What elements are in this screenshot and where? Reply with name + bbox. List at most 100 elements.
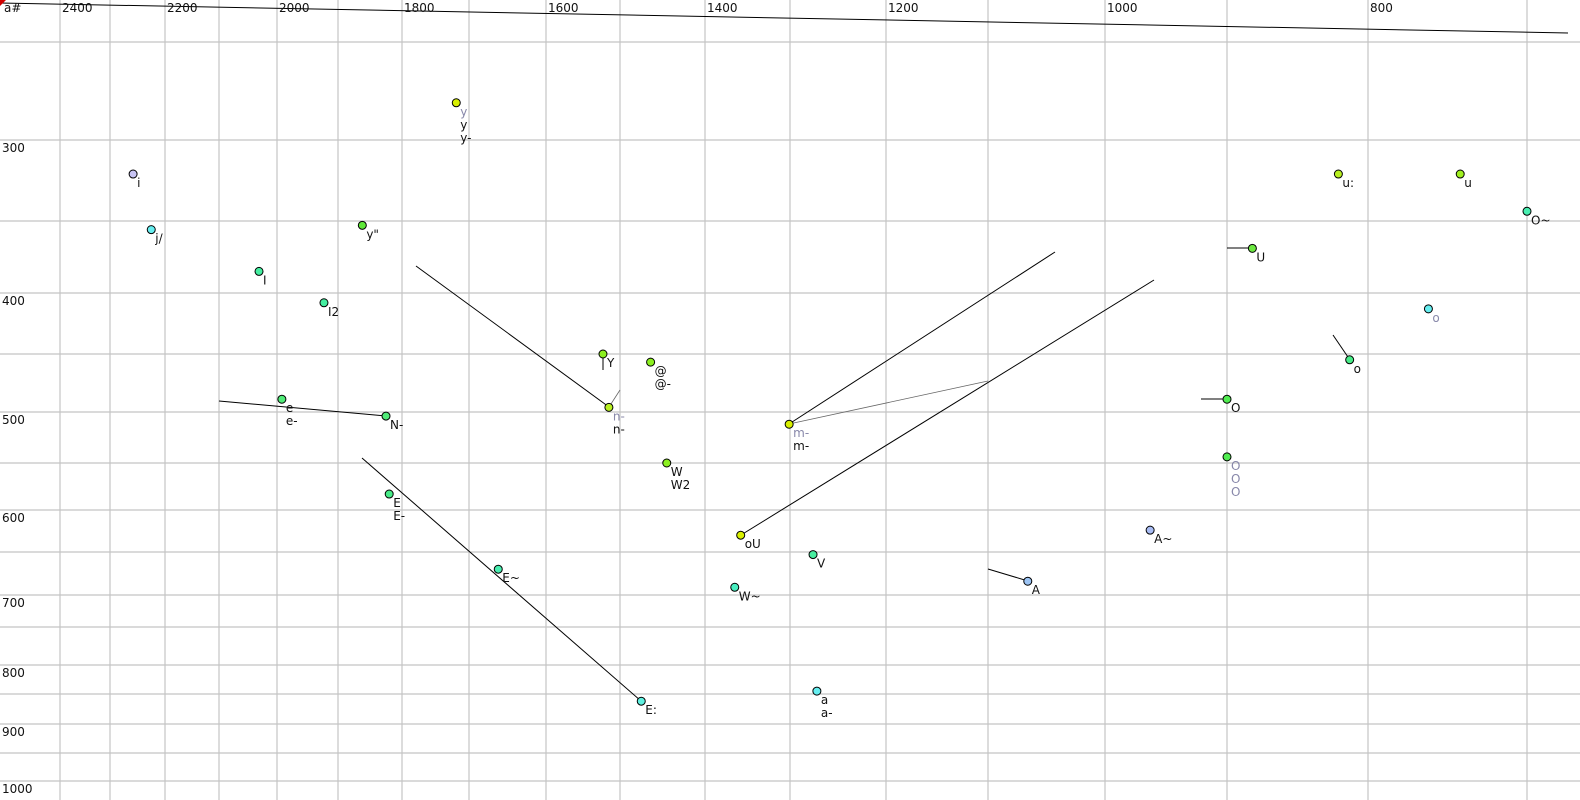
point-marker bbox=[493, 564, 503, 574]
vowel-point: yyy- bbox=[451, 98, 472, 145]
point-marker bbox=[598, 349, 608, 359]
point-label: E bbox=[393, 496, 401, 510]
point-marker bbox=[277, 394, 287, 404]
vowel-point: Y bbox=[598, 349, 615, 370]
trajectory-line bbox=[788, 380, 989, 425]
vowel-point: E~ bbox=[493, 564, 520, 585]
point-label: O bbox=[1231, 401, 1240, 415]
point-label: O~ bbox=[1531, 213, 1551, 227]
y-tick-label: 1000 bbox=[2, 782, 33, 796]
point-marker bbox=[1455, 169, 1465, 179]
x-tick-label: 800 bbox=[1370, 1, 1393, 15]
point-label: j/ bbox=[154, 232, 163, 246]
vowel-point: I bbox=[254, 266, 267, 287]
point-label: oU bbox=[745, 537, 761, 551]
y-tick-label: 600 bbox=[2, 511, 25, 525]
vowel-point: A~ bbox=[1145, 525, 1172, 546]
point-label: o bbox=[1432, 311, 1439, 325]
vowel-point: ee- bbox=[277, 394, 298, 428]
point-label: n- bbox=[613, 409, 625, 423]
point-label: e- bbox=[286, 414, 298, 428]
point-marker bbox=[451, 98, 461, 108]
vowel-point: U bbox=[1247, 243, 1265, 264]
point-marker bbox=[1333, 169, 1343, 179]
vowel-point: j/ bbox=[146, 225, 164, 246]
x-tick-label: 1000 bbox=[1107, 1, 1138, 15]
point-label: @- bbox=[655, 377, 671, 391]
point-label: u bbox=[1464, 176, 1472, 190]
corner-marker bbox=[0, 0, 6, 6]
vowel-point: m-m- bbox=[784, 419, 809, 453]
point-marker bbox=[381, 411, 391, 421]
point-marker bbox=[736, 530, 746, 540]
point-label: W bbox=[671, 465, 683, 479]
y-tick-label: 900 bbox=[2, 725, 25, 739]
trajectory-line bbox=[218, 400, 387, 417]
point-label: A~ bbox=[1154, 532, 1172, 546]
point-label: O bbox=[1231, 485, 1240, 499]
vowel-point: y" bbox=[357, 220, 379, 241]
trajectory-line bbox=[361, 457, 642, 702]
point-label: A bbox=[1032, 583, 1041, 597]
x-tick-label: 2200 bbox=[167, 1, 198, 15]
point-marker bbox=[1222, 394, 1232, 404]
vowel-point: i bbox=[128, 169, 140, 190]
vowel-point: @@- bbox=[646, 357, 671, 391]
point-label: I bbox=[263, 273, 267, 287]
point-label: V bbox=[817, 557, 826, 571]
vowel-point: o bbox=[1423, 304, 1440, 325]
x-tick-label: 2400 bbox=[62, 1, 93, 15]
vowel-point: o bbox=[1345, 355, 1361, 376]
point-label: y bbox=[460, 105, 467, 119]
point-marker bbox=[254, 266, 264, 276]
point-marker bbox=[604, 402, 614, 412]
x-tick-label: 1400 bbox=[707, 1, 738, 15]
vowel-point: N- bbox=[381, 411, 403, 432]
point-label: E~ bbox=[502, 571, 520, 585]
point-marker bbox=[1222, 452, 1232, 462]
x-tick-label: 2000 bbox=[279, 1, 310, 15]
vowel-point: EE- bbox=[384, 489, 405, 523]
x-tick-label: 1200 bbox=[888, 1, 919, 15]
tick-labels: 2400 2200 2000 1800 1600 1400 1200 1000 800 300 40… bbox=[2, 1, 1393, 796]
point-label: Y bbox=[606, 356, 615, 370]
point-marker bbox=[357, 220, 367, 230]
y-tick-label: 500 bbox=[2, 413, 25, 427]
point-label: N- bbox=[390, 418, 403, 432]
trajectory-line bbox=[740, 279, 1155, 536]
vowel-point: E: bbox=[636, 696, 657, 717]
point-label: W2 bbox=[671, 478, 691, 492]
point-marker bbox=[808, 550, 818, 560]
vowel-point: A bbox=[1023, 576, 1041, 597]
y-tick-label: 800 bbox=[2, 666, 25, 680]
point-marker bbox=[812, 686, 822, 696]
point-label: W~ bbox=[739, 589, 761, 603]
point-marker bbox=[784, 419, 794, 429]
point-marker bbox=[146, 225, 156, 235]
trajectory-line bbox=[987, 568, 1029, 582]
point-label: m- bbox=[793, 439, 809, 453]
trajectory-line bbox=[0, 2, 1569, 34]
trajectory-line bbox=[1332, 334, 1351, 361]
point-label: y- bbox=[460, 131, 471, 145]
point-label: @ bbox=[655, 364, 667, 378]
vowel-point: I2 bbox=[319, 298, 339, 319]
y-tick-label: 300 bbox=[2, 141, 25, 155]
x-tick-label: 1800 bbox=[404, 1, 435, 15]
point-marker bbox=[1522, 206, 1532, 216]
point-marker bbox=[636, 696, 646, 706]
point-marker bbox=[730, 582, 740, 592]
vowel-point: WW2 bbox=[662, 458, 691, 492]
vowel-point: oU bbox=[736, 530, 761, 551]
point-label: E: bbox=[645, 703, 657, 717]
point-label: O bbox=[1231, 472, 1240, 486]
vowel-point: n-n- bbox=[604, 402, 625, 436]
vowel-point: OOO bbox=[1222, 452, 1240, 499]
trajectory-lines bbox=[0, 2, 1569, 702]
trajectory-line bbox=[788, 251, 1056, 425]
point-label: U bbox=[1256, 250, 1265, 264]
point-label: o bbox=[1354, 362, 1361, 376]
vowel-point: u: bbox=[1333, 169, 1354, 190]
